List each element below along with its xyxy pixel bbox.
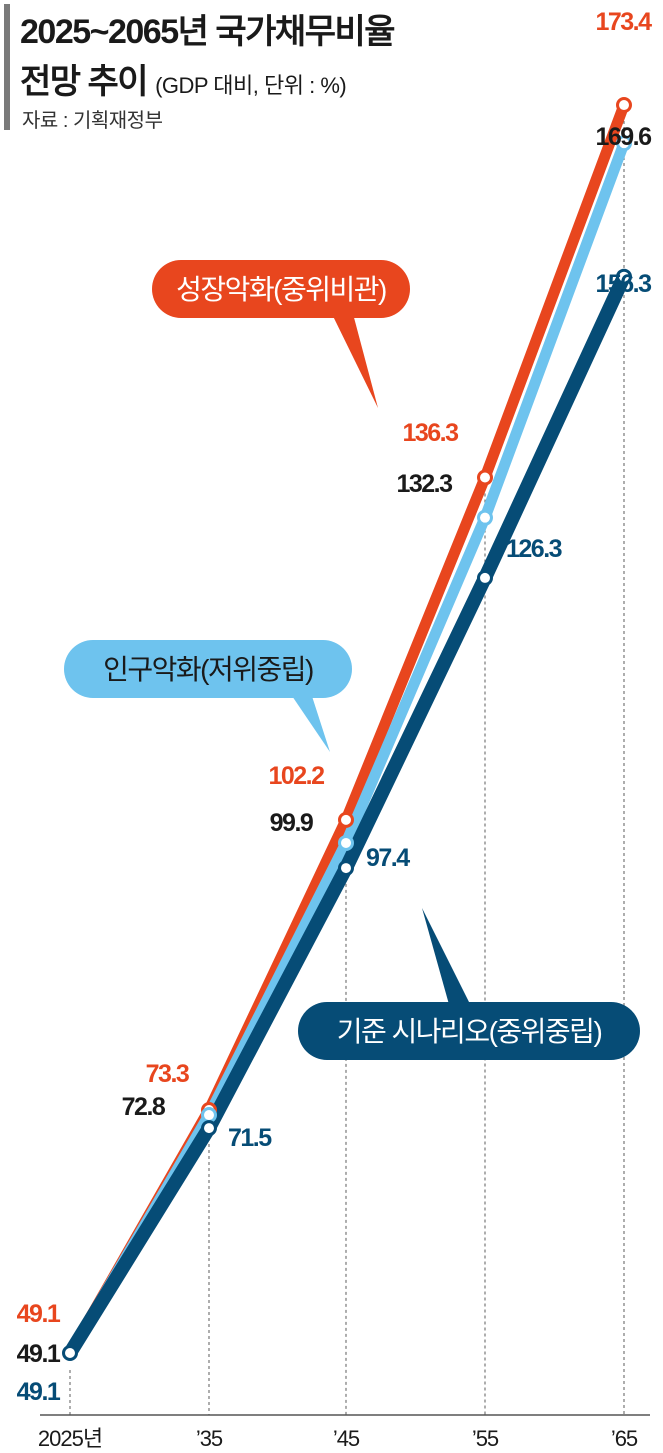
- data-point: [477, 509, 493, 526]
- data-label: 72.8: [122, 1093, 166, 1121]
- callout-pointer: [422, 908, 472, 1008]
- data-point: [201, 1107, 217, 1124]
- chart-subtitle: (GDP 대비, 단위 : %): [155, 73, 347, 98]
- data-label: 132.3: [396, 470, 452, 498]
- data-point: [616, 268, 632, 285]
- data-point: [477, 469, 493, 486]
- x-tick-label: ’55: [472, 1426, 499, 1451]
- chart-title-second-line: 전망 추이: [20, 63, 149, 101]
- data-point: [338, 811, 354, 828]
- data-point: [616, 135, 632, 152]
- callout-pointer: [330, 310, 378, 408]
- callout-bubble: [152, 260, 410, 318]
- x-tick-label: 2025년: [38, 1426, 102, 1451]
- data-label: 169.6: [595, 123, 651, 151]
- source-note: 자료 : 기획재정부: [22, 110, 163, 132]
- data-point: [338, 860, 354, 877]
- chart-title: 2025~2065년 국가채무비율: [20, 13, 396, 51]
- data-label: 102.2: [268, 762, 324, 790]
- data-label: 71.5: [228, 1124, 272, 1152]
- data-label: 173.4: [595, 8, 652, 36]
- data-label: 126.3: [506, 535, 562, 563]
- chart-title-line2: 전망 추이 (GDP 대비, 단위 : %): [20, 54, 347, 103]
- data-point: [62, 1345, 78, 1361]
- callout-bubble: [298, 1002, 640, 1060]
- legend-label: 기준 시나리오(중위중립): [337, 1016, 602, 1047]
- data-label: 136.3: [402, 419, 458, 447]
- legend-label: 성장악화(중위비관): [176, 274, 386, 305]
- x-tick-label: ’65: [611, 1426, 638, 1451]
- x-tick-label: ’35: [196, 1426, 223, 1451]
- x-tick-label: ’45: [333, 1426, 360, 1451]
- data-label: 49.1: [17, 1340, 61, 1368]
- data-label: 49.1: [17, 1378, 61, 1406]
- title-accent-bar: [4, 4, 10, 130]
- data-point: [477, 569, 493, 586]
- data-label: 99.9: [270, 809, 313, 837]
- data-point: [616, 97, 632, 114]
- data-point: [201, 1120, 217, 1137]
- callout-pointer: [288, 690, 330, 752]
- data-label: 73.3: [146, 1060, 189, 1088]
- data-label: 156.3: [595, 270, 651, 298]
- legend-label: 인구악화(저위중립): [103, 654, 313, 685]
- callout-bubble: [64, 640, 352, 698]
- data-label: 49.1: [17, 1300, 61, 1328]
- data-label: 97.4: [366, 844, 410, 872]
- data-point: [338, 834, 354, 851]
